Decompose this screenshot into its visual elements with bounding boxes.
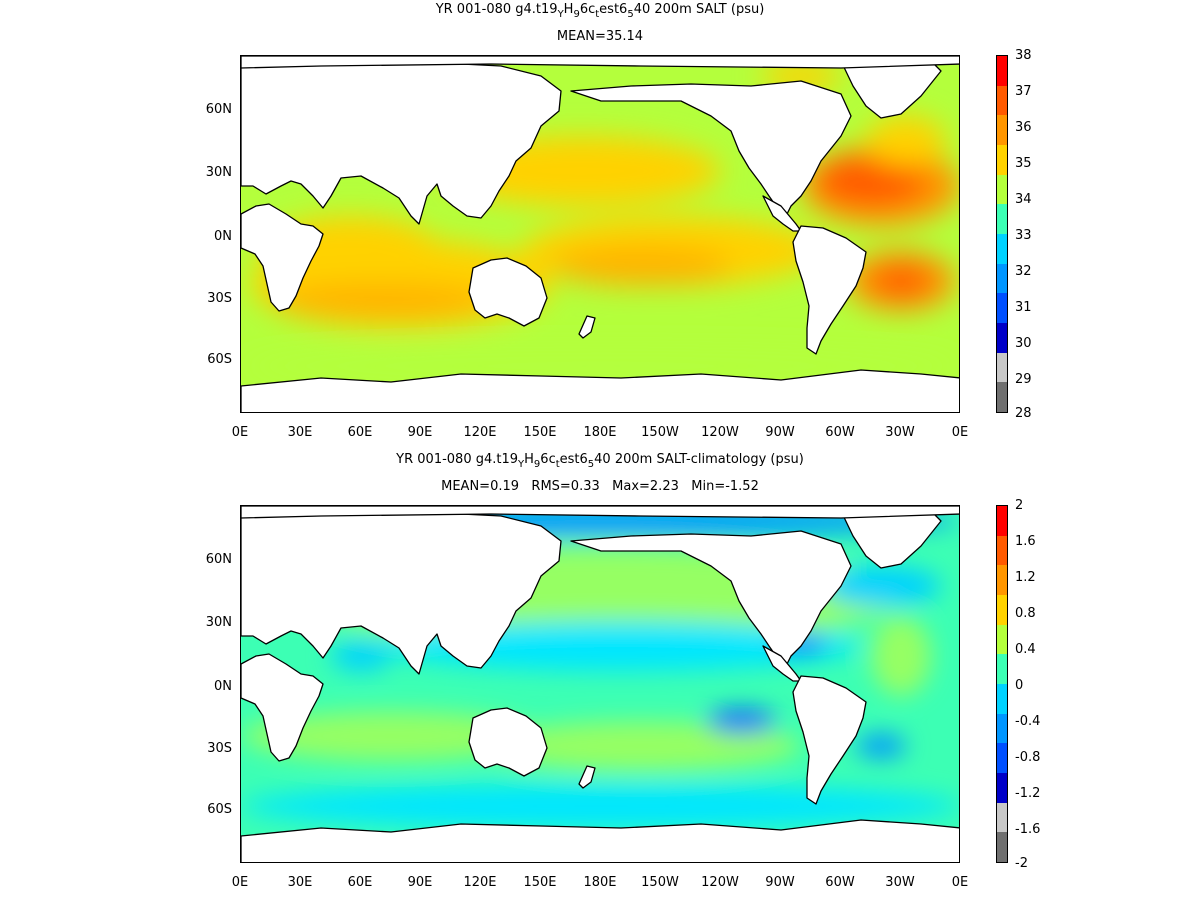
panel1-lon-150e: 150E	[523, 425, 557, 440]
panel1-colorbar-label: 34	[1015, 192, 1032, 207]
panel2-colorbar-label: -0.4	[1015, 714, 1041, 729]
panel2-lat-60n: 60N	[205, 552, 232, 567]
panel2-lon-60e: 60E	[347, 875, 373, 890]
panel2-lon-90e: 90E	[407, 875, 433, 890]
colorbar-segment	[997, 802, 1007, 833]
panel1-colorbar	[996, 55, 1008, 413]
panel2-colorbar-label: 0.4	[1015, 642, 1036, 657]
panel1-lon-150w: 150W	[641, 425, 679, 440]
panel1-lon-60e: 60E	[347, 425, 373, 440]
panel1-colorbar-label: 38	[1015, 48, 1032, 63]
panel2-title: YR 001-080 g4.t19YH96ctest6540 200m SALT…	[396, 452, 804, 470]
panel2-colorbar-label: 0	[1015, 678, 1024, 693]
panel1-lon-0e: 0E	[231, 425, 249, 440]
panel2-colorbar-label: -1.6	[1015, 822, 1041, 837]
panel2-colorbar-label: 2	[1015, 498, 1024, 513]
panel1-colorbar-label: 29	[1015, 372, 1032, 387]
colorbar-segment	[997, 204, 1007, 235]
colorbar-segment	[997, 85, 1007, 116]
panel2-lon-150w: 150W	[641, 875, 679, 890]
colorbar-segment	[997, 832, 1007, 863]
colorbar-segment	[997, 234, 1007, 265]
panel1-lon-90w: 90W	[765, 425, 795, 440]
colorbar-segment	[997, 352, 1007, 383]
panel1-colorbar-label: 36	[1015, 120, 1032, 135]
colorbar-segment	[997, 263, 1007, 294]
panel2-colorbar-label: -1.2	[1015, 786, 1041, 801]
panel2-colorbar-label: 0.8	[1015, 606, 1036, 621]
colorbar-segment	[997, 115, 1007, 146]
colorbar-segment	[997, 174, 1007, 205]
panel2-lon-0e: 0E	[231, 875, 249, 890]
panel2-lon-150e: 150E	[523, 875, 557, 890]
salinity-map	[240, 55, 960, 413]
panel1-lat-30s: 30S	[207, 291, 232, 306]
panel1-lat-30n: 30N	[205, 165, 232, 180]
colorbar-segment	[997, 684, 1007, 715]
panel1-colorbar-label: 28	[1015, 406, 1032, 421]
panel2-lon-180e: 180E	[583, 875, 617, 890]
panel1-colorbar-label: 30	[1015, 336, 1032, 351]
salinity-anomaly-map-svg	[241, 506, 959, 862]
colorbar-segment	[997, 654, 1007, 685]
salinity-anomaly-map	[240, 505, 960, 863]
panel2-colorbar-label: -2	[1015, 856, 1028, 871]
colorbar-segment	[997, 382, 1007, 413]
panel2-lon-30e: 30E	[287, 875, 313, 890]
panel2-lat-30n: 30N	[205, 615, 232, 630]
panel2-lon-30w: 30W	[885, 875, 915, 890]
panel2-lon-60w: 60W	[825, 875, 855, 890]
panel1-subtitle: MEAN=35.14	[556, 29, 644, 44]
panel2-lon-120e: 120E	[463, 875, 497, 890]
panel2-colorbar-label: 1.6	[1015, 534, 1036, 549]
panel2-lon-90w: 90W	[765, 875, 795, 890]
panel1-colorbar-label: 31	[1015, 300, 1032, 315]
panel1-colorbar-label: 32	[1015, 264, 1032, 279]
colorbar-segment	[997, 624, 1007, 655]
panel2-colorbar	[996, 505, 1008, 863]
salinity-map-svg	[241, 56, 959, 412]
panel1-colorbar-label: 37	[1015, 84, 1032, 99]
panel1-lon-120e: 120E	[463, 425, 497, 440]
panel1-lon-90e: 90E	[407, 425, 433, 440]
panel1-lon-120w: 120W	[701, 425, 739, 440]
colorbar-segment	[997, 535, 1007, 566]
colorbar-segment	[997, 323, 1007, 354]
panel1-lon-30e: 30E	[287, 425, 313, 440]
panel1-colorbar-label: 33	[1015, 228, 1032, 243]
panel1-lat-60s: 60S	[207, 352, 232, 367]
colorbar-segment	[997, 506, 1007, 537]
panel2-lat-60s: 60S	[207, 802, 232, 817]
panel1-lon-60w: 60W	[825, 425, 855, 440]
panel1-colorbar-label: 35	[1015, 156, 1032, 171]
panel1-lat-0n: 0N	[214, 229, 232, 244]
panel1-lon-30w: 30W	[885, 425, 915, 440]
panel1-lon-0e-end: 0E	[951, 425, 969, 440]
colorbar-segment	[997, 713, 1007, 744]
panel2-lon-0e-end: 0E	[951, 875, 969, 890]
panel1-title: YR 001-080 g4.t19YH96ctest6540 200m SALT…	[435, 2, 765, 20]
colorbar-segment	[997, 595, 1007, 626]
panel2-subtitle: MEAN=0.19 RMS=0.33 Max=2.23 Min=-1.52	[441, 479, 759, 494]
colorbar-segment	[997, 145, 1007, 176]
colorbar-segment	[997, 773, 1007, 804]
panel2-lat-30s: 30S	[207, 741, 232, 756]
panel2-lat-0n: 0N	[214, 679, 232, 694]
panel1-lon-180e: 180E	[583, 425, 617, 440]
panel1-lat-60n: 60N	[205, 102, 232, 117]
colorbar-segment	[997, 56, 1007, 87]
panel2-colorbar-label: -0.8	[1015, 750, 1041, 765]
colorbar-segment	[997, 293, 1007, 324]
colorbar-segment	[997, 565, 1007, 596]
panel2-lon-120w: 120W	[701, 875, 739, 890]
colorbar-segment	[997, 743, 1007, 774]
panel2-colorbar-label: 1.2	[1015, 570, 1036, 585]
